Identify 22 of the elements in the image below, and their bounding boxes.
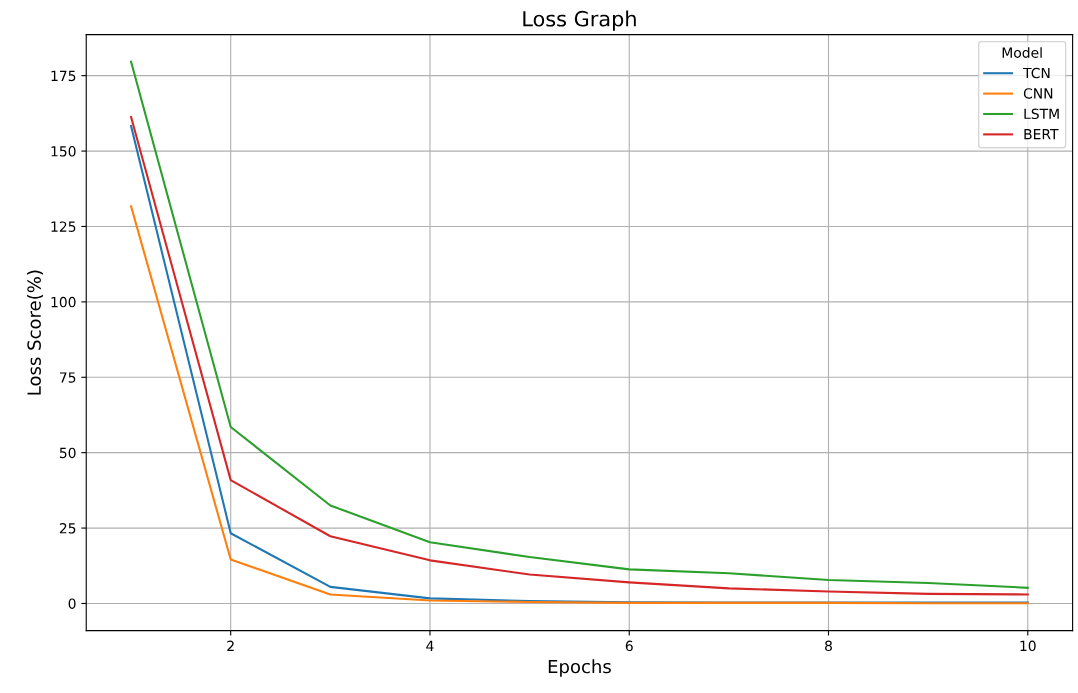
y-tick-label: 175 [51, 70, 76, 82]
legend-label: TCN [1023, 67, 1050, 79]
line-series [130, 205, 1029, 605]
y-tick-label: 150 [51, 146, 76, 157]
y-tick-label: 0 [68, 598, 76, 609]
legend-label: CNN [1023, 88, 1053, 99]
x-tick-label: 2 [227, 640, 234, 651]
x-tick-label: 4 [426, 640, 434, 651]
x-axis-title: Epochs [548, 659, 611, 677]
y-tick-label: 25 [59, 523, 76, 534]
y-tick-label: 75 [59, 372, 76, 383]
y-tick-label: 100 [51, 296, 76, 308]
legend-title: Model [1002, 47, 1042, 58]
x-tick-label: 6 [625, 640, 633, 652]
y-axis-title: Loss Score(%) [27, 270, 44, 395]
x-tick-label: 10 [1020, 640, 1036, 652]
y-tick-label: 50 [59, 447, 76, 459]
chart-title: Loss Graph [523, 10, 636, 31]
legend-label: LSTM [1024, 108, 1059, 120]
x-tick-label: 8 [825, 640, 832, 652]
y-tick-label: 125 [51, 221, 76, 232]
legend-label: BERT [1024, 129, 1059, 140]
